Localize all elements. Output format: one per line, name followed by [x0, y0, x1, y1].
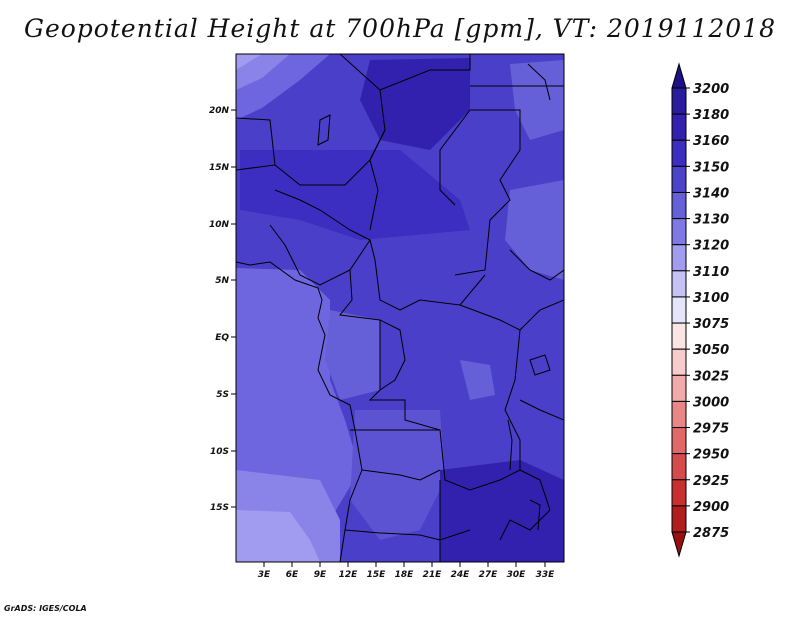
lat-tick-label: 5S	[216, 390, 229, 400]
lake-victoria	[529, 354, 551, 376]
border-ethiopia-north	[509, 249, 564, 281]
border-mauritania	[236, 117, 276, 171]
colorbar-bin	[671, 270, 687, 298]
lon-tick-label: 21E	[423, 570, 443, 580]
colorbar-label: 3150	[693, 160, 729, 175]
lat-tick-label: 20N	[209, 106, 230, 116]
colorbar-bin	[671, 322, 687, 350]
lat-tick-label: EQ	[215, 333, 229, 343]
border-cameroon	[339, 269, 381, 321]
colorbar-label: 3000	[693, 395, 729, 410]
lon-tick-label: 12E	[339, 570, 359, 580]
field-sw-lightest	[236, 510, 320, 562]
lake-tanganyika	[507, 419, 513, 471]
colorbar-label: 3120	[693, 239, 729, 254]
border-mozambique	[499, 469, 551, 541]
map-frame	[235, 53, 565, 563]
colorbar-label: 2875	[693, 526, 729, 541]
colorbar-bin	[671, 453, 687, 481]
colorbar-bin	[671, 348, 687, 376]
field-sahel-dark	[240, 150, 470, 240]
colorbar-label: 3200	[693, 82, 729, 97]
border-algeria-libya	[379, 54, 471, 91]
lat-tick-label: 10S	[210, 447, 229, 457]
field-north-dark	[360, 58, 470, 150]
lat-tick-label: 15S	[210, 503, 229, 513]
lon-tick-label: 27E	[479, 570, 499, 580]
colorbar: 3200 3180 3160 3150 3140 3130 3120 3110 3100 3075…	[671, 62, 729, 558]
colorbar-bin	[671, 296, 687, 324]
field-east-light	[505, 180, 564, 280]
lon-tick-label: 3E	[258, 570, 271, 580]
country-borders	[236, 54, 564, 562]
colorbar-label: 2925	[693, 474, 729, 489]
lon-tick-label: 9E	[314, 570, 327, 580]
border-niger-chad	[369, 129, 386, 231]
border-sudan	[454, 109, 521, 276]
colorbar-label: 3110	[693, 265, 729, 280]
colorbar-bin	[671, 374, 687, 402]
border-angola-zambia	[361, 469, 441, 481]
chart-title: Geopotential Height at 700hPa [gpm], VT:…	[23, 14, 777, 43]
lon-tick-label: 6E	[286, 570, 299, 580]
colorbar-label: 2900	[693, 500, 729, 515]
colorbar-bin	[671, 427, 687, 455]
colorbar-bin	[671, 244, 687, 272]
colorbar-bin	[671, 165, 687, 193]
colorbar-label: 3160	[693, 134, 729, 149]
border-congo	[379, 319, 406, 391]
colorbar-bin	[671, 479, 687, 507]
border-drc-east	[459, 304, 521, 470]
lon-tick-label: 15E	[367, 570, 387, 580]
colorbar-bin	[671, 191, 687, 220]
colorbar-label: 3050	[693, 343, 729, 358]
colorbar-bin	[671, 139, 687, 167]
colorbar-bin	[671, 400, 687, 429]
credit-text: GrADS: IGES/COLA	[4, 604, 87, 613]
field-congo-patch-2	[460, 360, 495, 400]
border-tanzania	[519, 399, 564, 421]
latitude-axis: 20N 15N 10N 5N EQ 5S 10S 15S	[209, 106, 236, 513]
lake-chad	[317, 114, 331, 146]
lat-tick-label: 10N	[209, 220, 230, 230]
height-field	[236, 54, 564, 562]
field-nw-lightest	[236, 54, 262, 70]
colorbar-bin	[671, 531, 687, 558]
colorbar-bin	[671, 87, 687, 115]
field-se-dark	[440, 460, 564, 562]
longitude-axis: 3E 6E 9E 12E 15E 18E 21E 24E 27E 30E 33E	[258, 562, 555, 580]
colorbar-label: 3075	[693, 317, 729, 332]
lat-tick-label: 5N	[215, 276, 229, 286]
lon-tick-label: 24E	[451, 570, 471, 580]
colorbar-label: 2950	[693, 448, 729, 463]
lon-tick-label: 30E	[507, 570, 527, 580]
field-nw-lighter	[236, 54, 290, 90]
border-ethiopia	[519, 299, 564, 331]
colorbar-bin	[671, 62, 687, 89]
colorbar-bin	[671, 218, 687, 246]
lake-malawi	[529, 499, 541, 531]
coastline-west	[236, 261, 363, 562]
field-ne-light	[510, 60, 564, 140]
colorbar-label: 3100	[693, 291, 729, 306]
border-chad-libya	[439, 109, 471, 206]
border-namibia	[344, 529, 471, 541]
border-drc-south	[368, 320, 521, 491]
border-nigeria	[269, 189, 371, 286]
lat-tick-label: 15N	[209, 163, 230, 173]
colorbar-label: 3180	[693, 108, 729, 123]
colorbar-bin	[671, 505, 687, 533]
colorbar-label: 3025	[693, 369, 729, 384]
field-congo-patch	[325, 310, 380, 400]
colorbar-label: 2975	[693, 422, 729, 437]
coast-red-sea	[527, 63, 551, 101]
lon-tick-label: 33E	[536, 570, 556, 580]
colorbar-label: 3140	[693, 186, 729, 201]
colorbar-label: 3130	[693, 213, 729, 228]
colorbar-bin	[671, 113, 687, 141]
lon-tick-label: 18E	[395, 570, 415, 580]
